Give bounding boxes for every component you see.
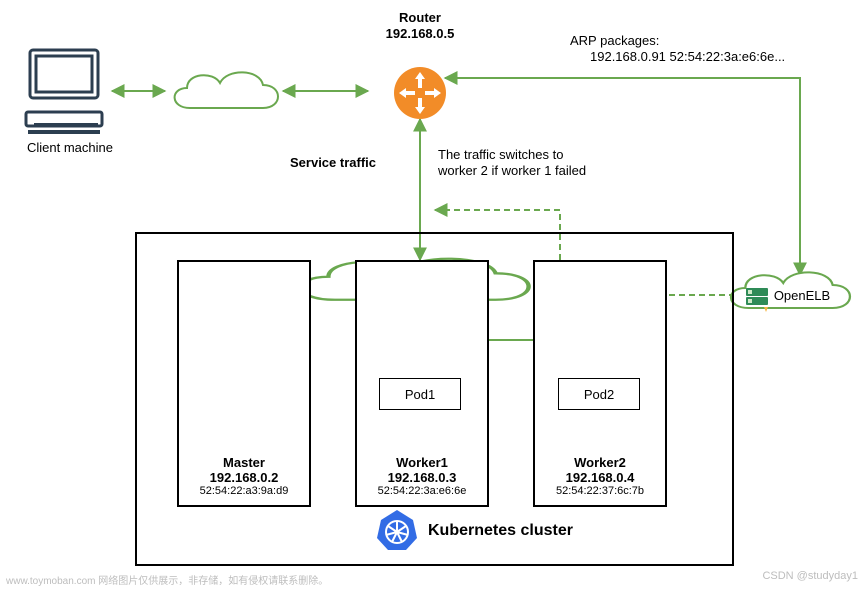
master-mac: 52:54:22:a3:9a:d9 bbox=[200, 485, 289, 497]
router-ip: 192.168.0.5 bbox=[355, 26, 485, 42]
pod2-box: Pod2 bbox=[558, 378, 640, 410]
pod2-label: Pod2 bbox=[584, 387, 614, 402]
service-traffic-label: Service traffic bbox=[290, 155, 420, 171]
cluster-label: Kubernetes cluster bbox=[428, 521, 648, 541]
pod1-box: Pod1 bbox=[379, 378, 461, 410]
openelb-icon bbox=[746, 288, 768, 312]
failover-line1: The traffic switches to bbox=[438, 147, 638, 163]
worker1-ip: 192.168.0.3 bbox=[388, 470, 457, 485]
master-ip: 192.168.0.2 bbox=[210, 470, 279, 485]
pod1-label: Pod1 bbox=[405, 387, 435, 402]
worker2-ip: 192.168.0.4 bbox=[566, 470, 635, 485]
node-master: Master 192.168.0.2 52:54:22:a3:9a:d9 bbox=[177, 260, 311, 507]
master-name: Master bbox=[223, 455, 265, 470]
arp-detail: 192.168.0.91 52:54:22:3a:e6:6e... bbox=[570, 49, 860, 65]
client-machine-icon bbox=[26, 50, 102, 134]
worker1-mac: 52:54:22:3a:e6:6e bbox=[378, 485, 467, 497]
worker2-mac: 52:54:22:37:6c:7b bbox=[556, 485, 644, 497]
router-title: Router bbox=[355, 10, 485, 26]
client-label: Client machine bbox=[15, 140, 125, 156]
openelb-label: OpenELB bbox=[774, 288, 830, 303]
router-icon bbox=[394, 67, 446, 119]
worker1-name: Worker1 bbox=[396, 455, 448, 470]
cloud-internet bbox=[175, 72, 278, 108]
cloud-openelb bbox=[731, 272, 850, 308]
worker2-name: Worker2 bbox=[574, 455, 626, 470]
watermark-left: www.toymoban.com 网络图片仅供展示，非存储，如有侵权请联系删除。 bbox=[6, 572, 328, 587]
watermark-right: CSDN @studyday1 bbox=[762, 570, 858, 582]
failover-line2: worker 2 if worker 1 failed bbox=[438, 163, 638, 179]
arp-label: ARP packages: bbox=[570, 33, 860, 49]
